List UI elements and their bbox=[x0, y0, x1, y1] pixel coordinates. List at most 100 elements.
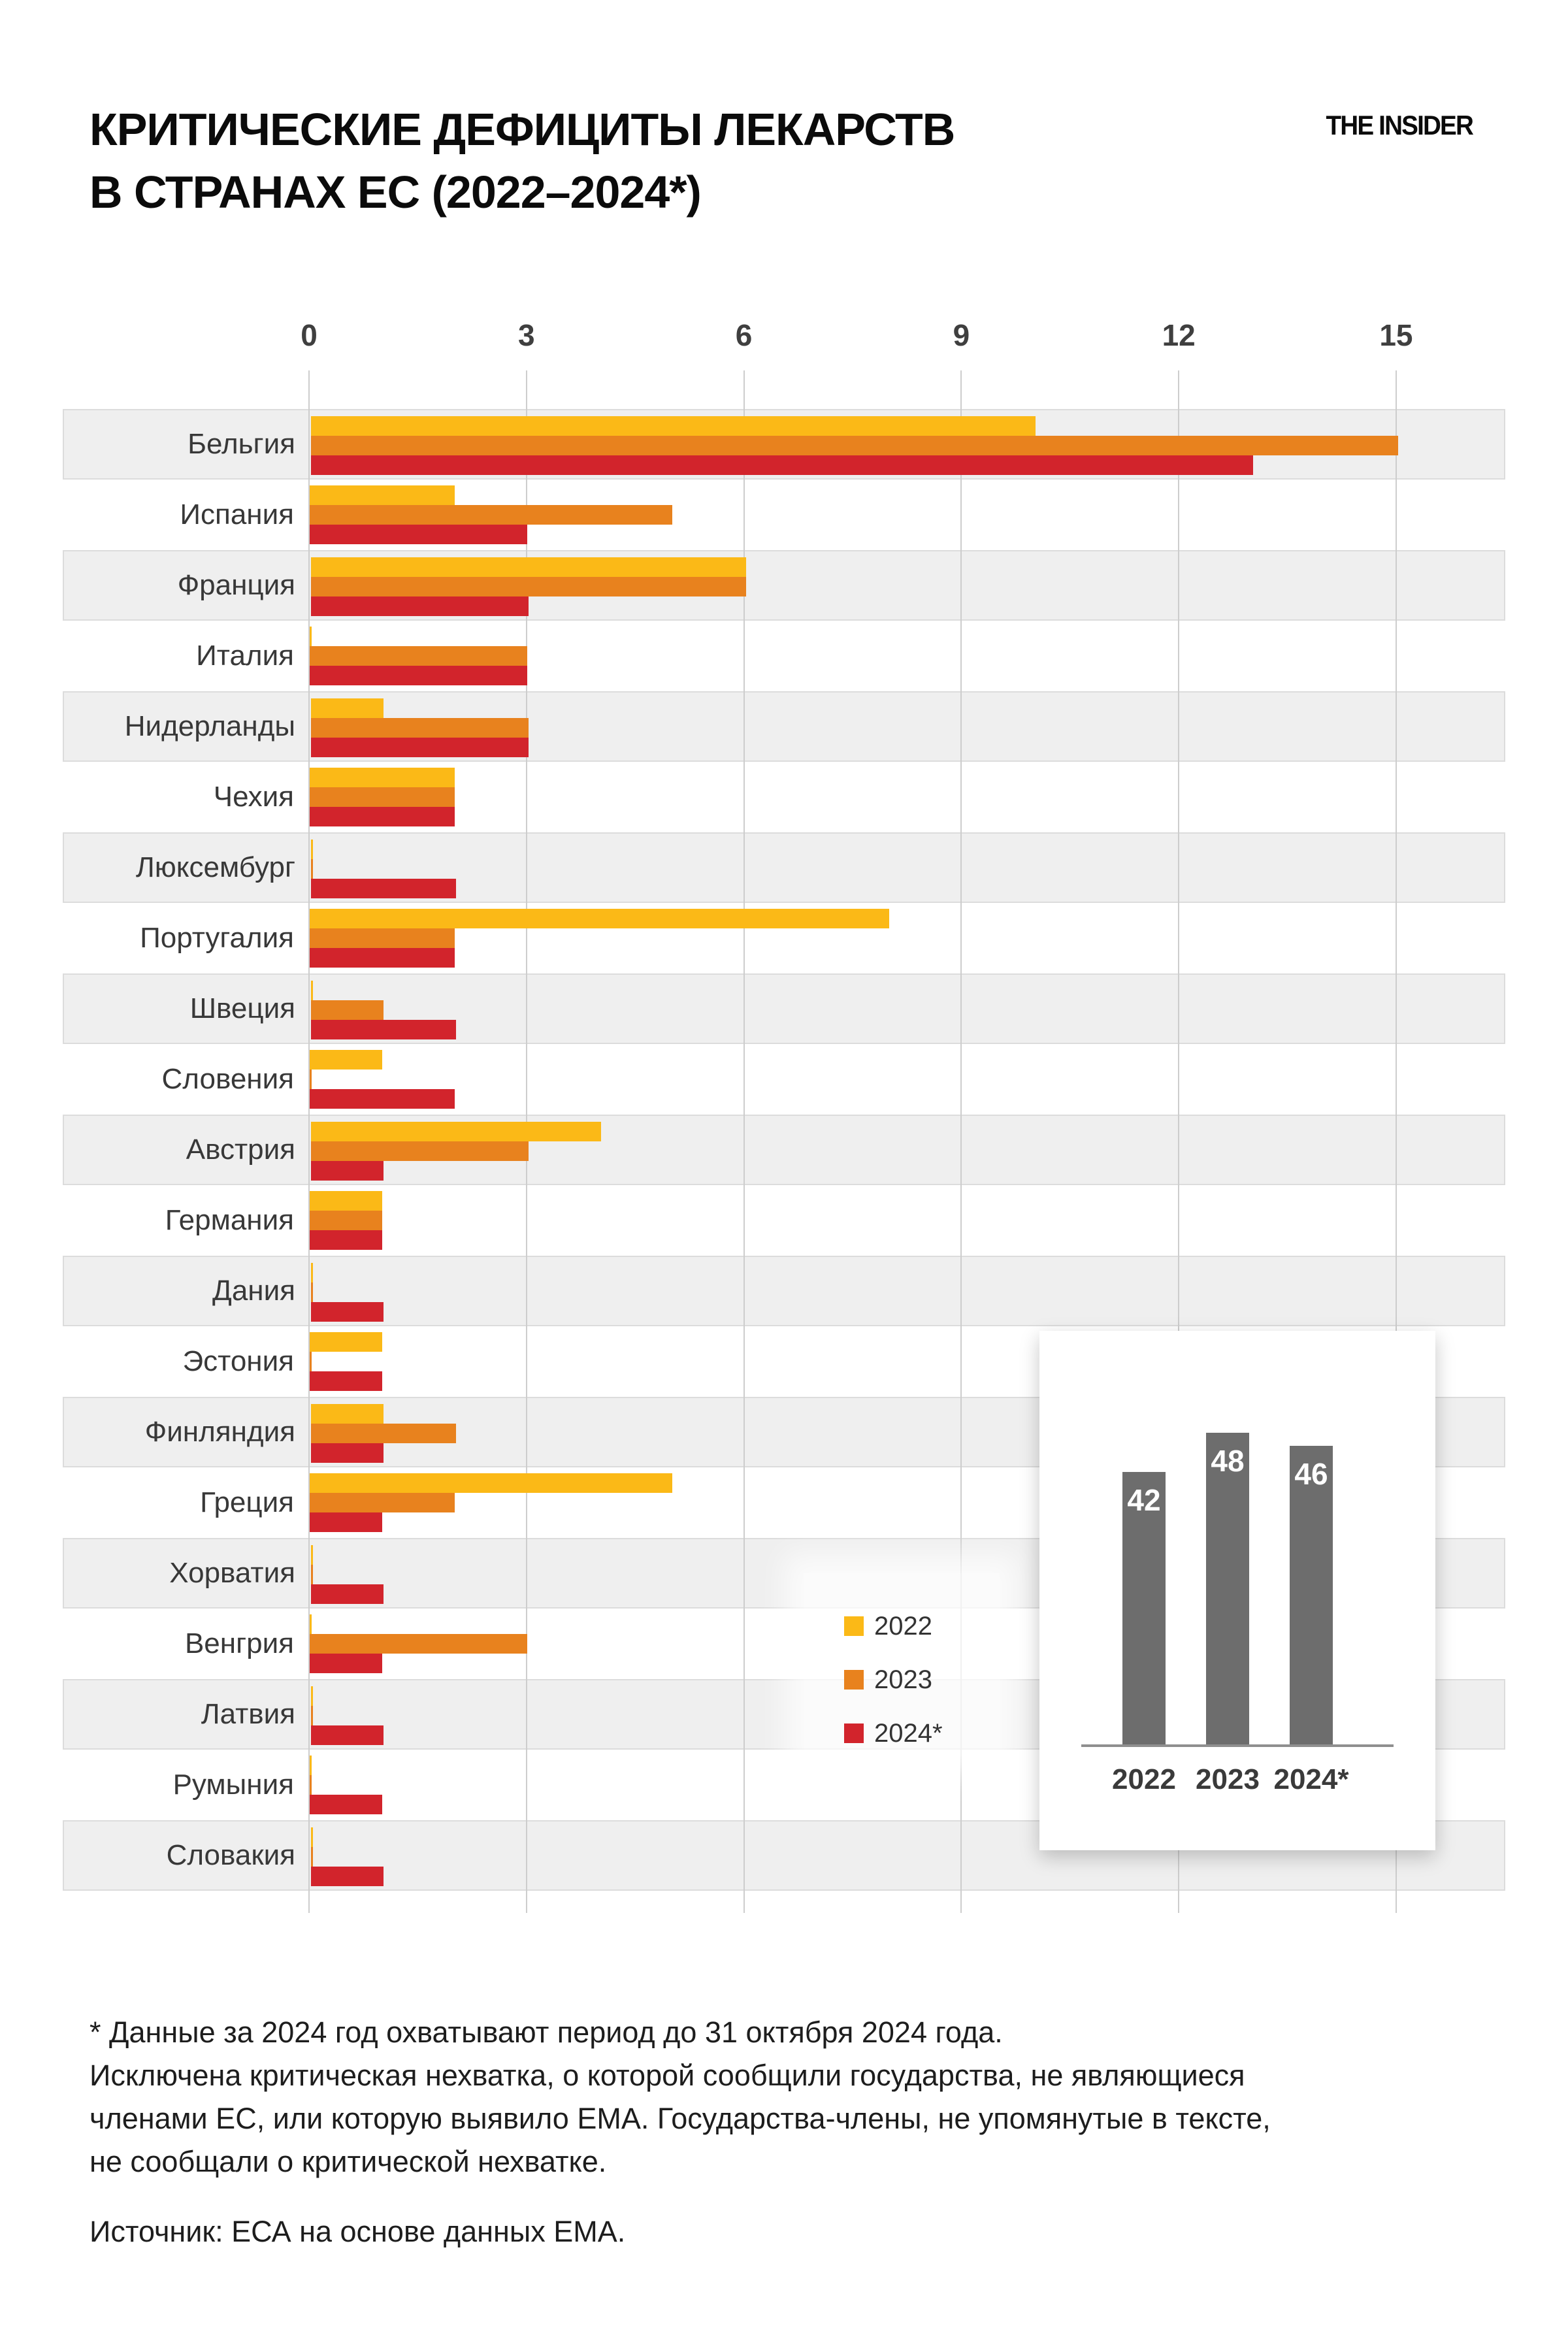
country-label: Португалия bbox=[140, 922, 294, 954]
bar-2022 bbox=[311, 981, 313, 1000]
bar-group bbox=[310, 1614, 527, 1673]
bar-group bbox=[310, 1191, 382, 1250]
x-axis-tick-label: 15 bbox=[1379, 318, 1413, 352]
legend-item: 2024* bbox=[844, 1707, 943, 1760]
bar-2024 bbox=[311, 879, 456, 898]
inset-x-label: 2024* bbox=[1273, 1763, 1349, 1795]
bar-2024 bbox=[310, 1371, 382, 1391]
bar-2024 bbox=[310, 1089, 455, 1109]
country-label: Словакия bbox=[166, 1839, 295, 1871]
the-insider-logo: THE INSIDER bbox=[1326, 110, 1473, 140]
legend-swatch-icon bbox=[844, 1723, 864, 1743]
bar-2024 bbox=[311, 738, 529, 757]
bar-2024 bbox=[311, 1020, 456, 1039]
bar-2023 bbox=[311, 1282, 313, 1302]
bar-2023 bbox=[311, 1565, 313, 1584]
bar-2024 bbox=[311, 1867, 384, 1886]
bar-2022 bbox=[311, 1263, 313, 1282]
bar-group bbox=[311, 1686, 384, 1745]
bar-group bbox=[311, 416, 1398, 475]
bar-2023 bbox=[311, 577, 746, 596]
legend-backdrop bbox=[804, 1573, 1000, 1756]
legend-swatch-icon bbox=[844, 1670, 864, 1690]
bar-2022 bbox=[310, 485, 455, 505]
country-label: Дания bbox=[212, 1275, 295, 1307]
inset-bar-value: 42 bbox=[1127, 1483, 1161, 1517]
bar-group bbox=[311, 698, 529, 757]
inset-bar-2024: 46 bbox=[1290, 1446, 1333, 1744]
country-label: Чехия bbox=[213, 781, 294, 813]
table-row: Словения bbox=[63, 1044, 1505, 1115]
table-row: Германия bbox=[63, 1185, 1505, 1256]
bar-group bbox=[310, 1332, 382, 1391]
bar-group bbox=[311, 1263, 384, 1322]
bar-2022 bbox=[310, 1614, 312, 1634]
bar-2024 bbox=[311, 596, 529, 616]
table-row: Люксембург bbox=[63, 832, 1505, 903]
country-label: Германия bbox=[165, 1204, 294, 1236]
source-text: Источник: ЕСА на основе данных ЕМА. bbox=[90, 2215, 626, 2248]
bar-2024 bbox=[311, 1161, 384, 1181]
inset-bar-2022: 42 bbox=[1122, 1472, 1166, 1744]
x-axis-tick-label: 0 bbox=[301, 318, 318, 352]
table-row: Венгрия bbox=[63, 1609, 1505, 1679]
x-axis-tick-label: 6 bbox=[735, 318, 753, 352]
bar-2022 bbox=[310, 1050, 382, 1070]
inset-bar-value: 48 bbox=[1211, 1444, 1245, 1478]
bar-2023 bbox=[311, 1000, 384, 1020]
bar-group bbox=[311, 557, 746, 616]
gridline bbox=[308, 370, 310, 1913]
bar-group bbox=[311, 1545, 384, 1604]
table-row: Италия bbox=[63, 621, 1505, 691]
table-row: Испания bbox=[63, 480, 1505, 550]
legend: 2022 2023 2024* bbox=[844, 1599, 943, 1760]
bar-2022 bbox=[310, 1756, 312, 1775]
legend-item: 2023 bbox=[844, 1653, 943, 1707]
bar-2022 bbox=[310, 1473, 672, 1493]
bar-2022 bbox=[310, 909, 890, 928]
bar-2022 bbox=[311, 698, 384, 718]
bar-2023 bbox=[311, 1141, 529, 1161]
inset-baseline-axis bbox=[1081, 1744, 1394, 1747]
bar-2023 bbox=[310, 1634, 527, 1654]
country-label: Италия bbox=[196, 640, 294, 672]
country-label: Финляндия bbox=[144, 1416, 295, 1448]
gridline bbox=[743, 370, 745, 1913]
bar-2023 bbox=[311, 1706, 313, 1725]
bar-2022 bbox=[310, 1332, 382, 1352]
bar-2023 bbox=[311, 718, 529, 738]
country-label: Латвия bbox=[201, 1698, 295, 1730]
bar-2024 bbox=[310, 1230, 382, 1250]
legend-label: 2022 bbox=[874, 1611, 932, 1641]
bar-2023 bbox=[311, 1424, 456, 1443]
page-title: КРИТИЧЕСКИЕ ДЕФИЦИТЫ ЛЕКАРСТВ В СТРАНАХ … bbox=[90, 104, 955, 218]
bar-2022 bbox=[311, 1686, 313, 1706]
bar-2023 bbox=[311, 436, 1398, 455]
bar-2022 bbox=[310, 627, 312, 646]
bar-group bbox=[310, 768, 455, 826]
bar-2023 bbox=[310, 1070, 312, 1089]
gridline bbox=[960, 370, 962, 1913]
bar-group bbox=[311, 1827, 384, 1886]
inset-bar-2023: 48 bbox=[1206, 1433, 1249, 1744]
bar-group bbox=[310, 909, 890, 968]
country-label: Греция bbox=[200, 1486, 294, 1518]
inset-bar-value: 46 bbox=[1294, 1457, 1328, 1491]
bar-group bbox=[310, 485, 672, 544]
inset-total-chart: 42 2022 48 2023 46 2024* bbox=[1039, 1331, 1435, 1850]
legend-swatch-icon bbox=[844, 1616, 864, 1636]
bar-2024 bbox=[310, 525, 527, 544]
bar-2023 bbox=[310, 505, 672, 525]
bar-2024 bbox=[311, 455, 1254, 475]
table-row: Бельгия bbox=[63, 409, 1505, 480]
bar-2022 bbox=[311, 1545, 313, 1565]
table-row: Румыния bbox=[63, 1750, 1505, 1820]
bar-group bbox=[311, 840, 456, 898]
bar-2023 bbox=[310, 928, 455, 948]
country-label: Франция bbox=[177, 569, 295, 601]
bar-2024 bbox=[310, 1795, 382, 1814]
bar-2023 bbox=[311, 859, 313, 879]
country-label: Хорватия bbox=[169, 1557, 295, 1589]
table-row: Австрия bbox=[63, 1115, 1505, 1185]
country-label: Испания bbox=[180, 498, 294, 531]
